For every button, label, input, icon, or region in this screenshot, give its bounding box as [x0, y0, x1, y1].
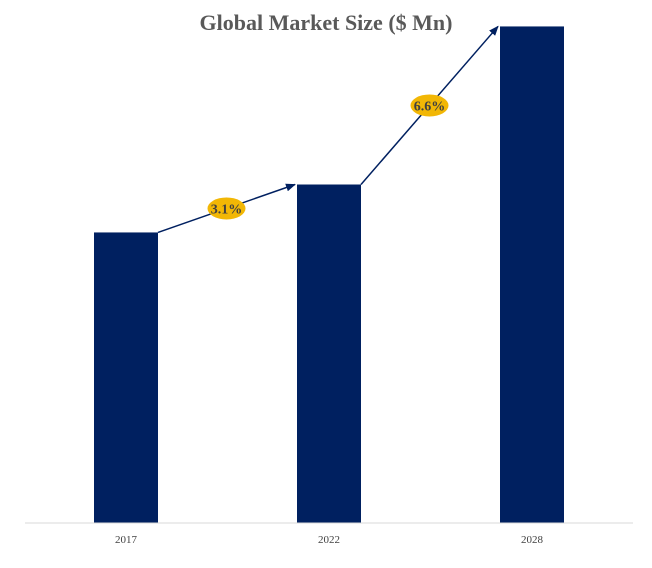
cagr-label: 3.1%: [211, 202, 243, 217]
cagr-badge: [410, 94, 449, 117]
x-tick-label: 2017: [115, 534, 138, 546]
cagr-badge: [207, 197, 246, 220]
bar-2022: [297, 184, 361, 523]
x-tick-label: 2022: [318, 534, 340, 546]
chart-title: Global Market Size ($ Mn): [199, 10, 453, 35]
bar-2028: [500, 26, 564, 524]
bar-2017: [94, 232, 158, 523]
cagr-label: 6.6%: [414, 99, 446, 114]
x-tick-label: 2028: [521, 534, 544, 546]
